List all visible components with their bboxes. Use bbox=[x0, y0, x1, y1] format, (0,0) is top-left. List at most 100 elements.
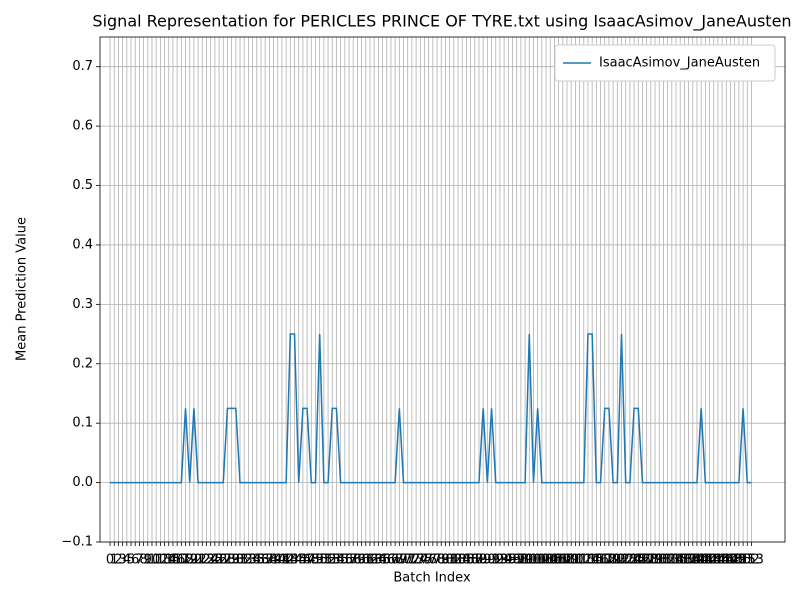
x-tick-label: 15 bbox=[165, 553, 182, 568]
x-tick-label: 75 bbox=[416, 553, 433, 568]
x-tick-label: 52 bbox=[320, 553, 337, 568]
x-tick-label: 66 bbox=[378, 553, 395, 568]
x-tick-label: 60 bbox=[353, 553, 370, 568]
x-tick-label: 55 bbox=[332, 553, 349, 568]
x-tick-label: 106 bbox=[542, 553, 567, 568]
x-tick-label: 77 bbox=[425, 553, 442, 568]
x-tick-label: 126 bbox=[626, 553, 651, 568]
x-tick-label: 137 bbox=[672, 553, 697, 568]
x-tick-label: 14 bbox=[160, 553, 177, 568]
x-tick-label: 11 bbox=[148, 553, 165, 568]
x-tick-label: 5 bbox=[127, 553, 135, 568]
x-tick-label: 76 bbox=[420, 553, 437, 568]
x-tick-label: 82 bbox=[446, 553, 463, 568]
legend: IsaacAsimov_JaneAusten bbox=[554, 44, 776, 82]
x-tick-label: 9 bbox=[144, 553, 152, 568]
x-tick-label: 22 bbox=[194, 553, 211, 568]
x-tick-label: 121 bbox=[605, 553, 630, 568]
x-tick-label: 46 bbox=[295, 553, 312, 568]
plot-frame bbox=[99, 36, 786, 543]
x-tick-label: 2 bbox=[114, 553, 122, 568]
x-tick-label: 129 bbox=[638, 553, 663, 568]
x-tick-label: 81 bbox=[441, 553, 458, 568]
x-tick-label: 69 bbox=[391, 553, 408, 568]
x-tick-label: 67 bbox=[383, 553, 400, 568]
x-tick-label: 84 bbox=[454, 553, 471, 568]
x-tick-label: 123 bbox=[613, 553, 638, 568]
x-tick-label: 115 bbox=[580, 553, 605, 568]
x-tick-label: 97 bbox=[508, 553, 525, 568]
x-tick-label: 105 bbox=[538, 553, 563, 568]
x-tick-label: 43 bbox=[282, 553, 299, 568]
x-tick-label: 88 bbox=[471, 553, 488, 568]
x-tick-label: 153 bbox=[739, 553, 764, 568]
x-tick-label: 148 bbox=[718, 553, 743, 568]
x-tick-label: 149 bbox=[722, 553, 747, 568]
x-tick-label: 118 bbox=[592, 553, 617, 568]
x-tick-label: 26 bbox=[211, 553, 228, 568]
x-tick-label: 61 bbox=[358, 553, 375, 568]
x-tick-label: 122 bbox=[609, 553, 634, 568]
x-tick-label: 133 bbox=[655, 553, 680, 568]
x-tick-label: 4 bbox=[123, 553, 131, 568]
chart-title: Signal Representation for PERICLES PRINC… bbox=[92, 12, 791, 32]
y-tick-label: 0.1 bbox=[72, 416, 93, 431]
x-tick-label: 41 bbox=[274, 553, 291, 568]
x-tick-label: 151 bbox=[731, 553, 756, 568]
y-tick-label: 0.3 bbox=[72, 297, 93, 312]
y-tick-label: −0.1 bbox=[61, 535, 93, 550]
x-tick-label: 128 bbox=[634, 553, 659, 568]
x-tick-label: 39 bbox=[265, 553, 282, 568]
x-tick-label: 40 bbox=[269, 553, 286, 568]
x-tick-label: 95 bbox=[500, 553, 517, 568]
x-tick-label: 24 bbox=[202, 553, 219, 568]
x-tick-label: 1 bbox=[110, 553, 118, 568]
x-tick-label: 87 bbox=[467, 553, 484, 568]
x-tick-label: 147 bbox=[714, 553, 739, 568]
y-tick-label: 0.5 bbox=[72, 178, 93, 193]
x-tick-label: 72 bbox=[404, 553, 421, 568]
x-tick-label: 38 bbox=[261, 553, 278, 568]
x-tick-label: 18 bbox=[177, 553, 194, 568]
x-tick-label: 104 bbox=[534, 553, 559, 568]
x-tick-label: 73 bbox=[408, 553, 425, 568]
x-tick-label: 152 bbox=[735, 553, 760, 568]
x-tick-label: 12 bbox=[152, 553, 169, 568]
x-tick-label: 92 bbox=[487, 553, 504, 568]
x-tick-label: 8 bbox=[139, 553, 147, 568]
x-tick-label: 53 bbox=[324, 553, 341, 568]
x-tick-label: 68 bbox=[387, 553, 404, 568]
x-tick-label: 138 bbox=[676, 553, 701, 568]
x-tick-label: 42 bbox=[278, 553, 295, 568]
x-tick-label: 131 bbox=[647, 553, 672, 568]
x-tick-label: 135 bbox=[664, 553, 689, 568]
x-tick-label: 3 bbox=[118, 553, 126, 568]
x-tick-label: 125 bbox=[622, 553, 647, 568]
x-tick-label: 6 bbox=[131, 553, 139, 568]
x-tick-label: 30 bbox=[228, 553, 245, 568]
x-tick-label: 132 bbox=[651, 553, 676, 568]
x-tick-label: 110 bbox=[559, 553, 584, 568]
x-tick-label: 44 bbox=[286, 553, 303, 568]
x-tick-label: 33 bbox=[240, 553, 257, 568]
x-tick-label: 10 bbox=[144, 553, 161, 568]
x-tick-label: 36 bbox=[253, 553, 270, 568]
x-tick-label: 108 bbox=[550, 553, 575, 568]
x-tick-label: 86 bbox=[462, 553, 479, 568]
x-tick-label: 50 bbox=[311, 553, 328, 568]
y-tick-label: 0.2 bbox=[72, 356, 93, 371]
y-tick-label: 0.7 bbox=[72, 59, 93, 74]
x-tick-label: 96 bbox=[504, 553, 521, 568]
x-tick-label: 58 bbox=[345, 553, 362, 568]
x-tick-label: 101 bbox=[521, 553, 546, 568]
x-tick-label: 25 bbox=[207, 553, 224, 568]
x-tick-label: 136 bbox=[668, 553, 693, 568]
x-tick-label: 17 bbox=[173, 553, 190, 568]
x-tick-label: 37 bbox=[257, 553, 274, 568]
x-tick-label: 109 bbox=[555, 553, 580, 568]
x-tick-label: 35 bbox=[249, 553, 266, 568]
x-tick-label: 79 bbox=[433, 553, 450, 568]
x-tick-label: 45 bbox=[290, 553, 307, 568]
x-tick-label: 90 bbox=[479, 553, 496, 568]
